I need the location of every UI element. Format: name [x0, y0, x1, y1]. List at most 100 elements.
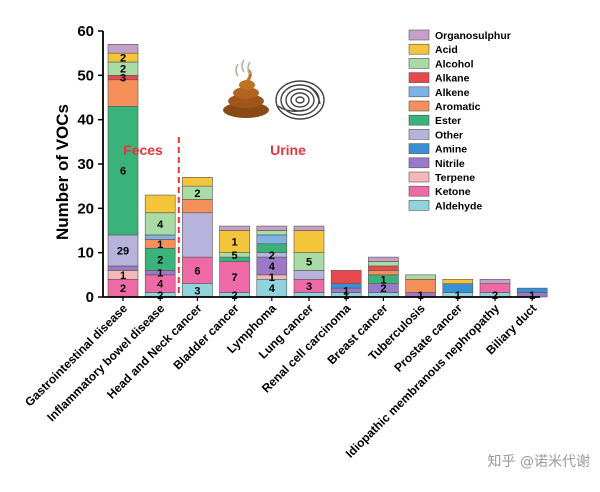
legend-swatch [408, 29, 430, 41]
segment-label: 2 [157, 290, 163, 302]
segment-label: 6 [120, 166, 126, 178]
bar-segment [256, 225, 288, 231]
segment-label: 1 [529, 290, 535, 302]
segment-label: 4 [269, 283, 276, 295]
segment-label: 2 [380, 283, 386, 295]
segment-label: 2 [492, 290, 498, 302]
segment-label: 1 [343, 285, 349, 297]
group-labels-layer: Feces Urine [123, 137, 306, 297]
segment-label: 2 [194, 188, 200, 200]
legend-swatch [408, 171, 430, 183]
segment-label: 3 [306, 281, 312, 293]
segment-label: 2 [232, 290, 238, 302]
group-label-feces: Feces [123, 142, 163, 158]
y-tick-label: 40 [77, 112, 94, 129]
legend-swatch [408, 58, 430, 69]
segment-label: 1 [157, 268, 163, 280]
segment-label: 1 [232, 237, 238, 249]
legend-label: Nitrile [435, 158, 465, 170]
bar-segment [256, 230, 288, 236]
bar-segment [405, 274, 436, 280]
legend-label: Organosulphur [435, 30, 511, 42]
y-tick-label: 60 [77, 23, 94, 40]
segment-label: 1 [269, 272, 275, 284]
legend-label: Terpene [435, 172, 475, 184]
segment-label: 5 [306, 257, 312, 269]
bar-segment [256, 234, 288, 245]
bar-segment [368, 256, 399, 262]
legend-swatch [408, 86, 430, 98]
legend-label: Ester [435, 115, 461, 127]
legend-swatch [408, 157, 430, 169]
segment-label: 1 [455, 290, 461, 302]
x-tick-label: Bladder cancer [171, 301, 242, 372]
segment-label: 1 [120, 270, 126, 282]
legend-label: Alkane [435, 73, 470, 85]
y-tick-label: 30 [77, 156, 94, 173]
segment-label: 2 [157, 254, 163, 266]
segment-label: 5 [232, 250, 238, 262]
segment-label: 3 [120, 73, 126, 85]
segment-label: 1 [380, 274, 386, 286]
decorations-layer [223, 59, 325, 120]
legend-swatch [408, 72, 430, 83]
y-tick-label: 10 [77, 245, 94, 262]
bar-segment [442, 278, 474, 284]
bar-segment [293, 225, 325, 231]
bar-segment [293, 230, 325, 253]
group-label-urine: Urine [270, 142, 306, 158]
bar-segment [368, 261, 399, 267]
legend-swatch [408, 143, 430, 154]
legend-label: Acid [435, 44, 458, 56]
segment-label: 2 [120, 53, 126, 65]
watermark-text: 知乎 @诺米代谢 [487, 454, 590, 470]
bar-segment [107, 79, 139, 107]
bar-segment [182, 177, 213, 187]
fingerprint-icon [275, 80, 325, 120]
segment-label: 2 [120, 64, 126, 76]
legend-swatch [408, 185, 430, 197]
legend-label: Aromatic [435, 101, 481, 113]
bar-segment [219, 225, 250, 231]
segment-label: 6 [194, 265, 200, 277]
legend-label: Alkene [435, 87, 470, 99]
legend-label: Alcohol [435, 58, 474, 70]
segment-label: 1 [418, 290, 424, 302]
segment-label: 1 [343, 290, 349, 302]
bar-segment [107, 43, 139, 54]
bar-segment [107, 106, 139, 236]
segment-label: 2 [120, 283, 126, 295]
segment-label: 4 [157, 279, 164, 291]
bar-segment [144, 194, 176, 214]
legend-swatch [408, 43, 430, 55]
bar-segment [293, 270, 325, 280]
y-tick-label: 20 [77, 200, 94, 217]
bar-segment [516, 287, 548, 293]
y-axis-title: Number of VOCs [53, 104, 72, 240]
x-tick-label: Prostate cancer [391, 301, 465, 375]
legend-label: Amine [435, 144, 467, 156]
poop-icon [223, 59, 269, 118]
legend-swatch [408, 129, 430, 140]
bar-segment [182, 199, 213, 214]
segment-label: 4 [157, 219, 164, 231]
legend-swatch [408, 100, 430, 112]
legend-label: Aldehyde [435, 200, 482, 212]
bar-segment [182, 212, 213, 258]
bar-segment [182, 256, 213, 285]
legend-label: Other [435, 129, 463, 141]
bar-segment [219, 261, 250, 293]
y-tick-label: 50 [77, 67, 94, 84]
y-tick-label: 0 [86, 289, 94, 306]
legend-label: Ketone [435, 186, 471, 198]
segment-label: 3 [194, 285, 200, 297]
bar-segment [479, 278, 511, 284]
legend-swatch [408, 200, 430, 211]
segment-label: 4 [269, 261, 276, 273]
axes-layer: 0 10 20 30 40 50 60 Number of VOCs [53, 23, 540, 306]
legend-swatch [408, 114, 430, 126]
